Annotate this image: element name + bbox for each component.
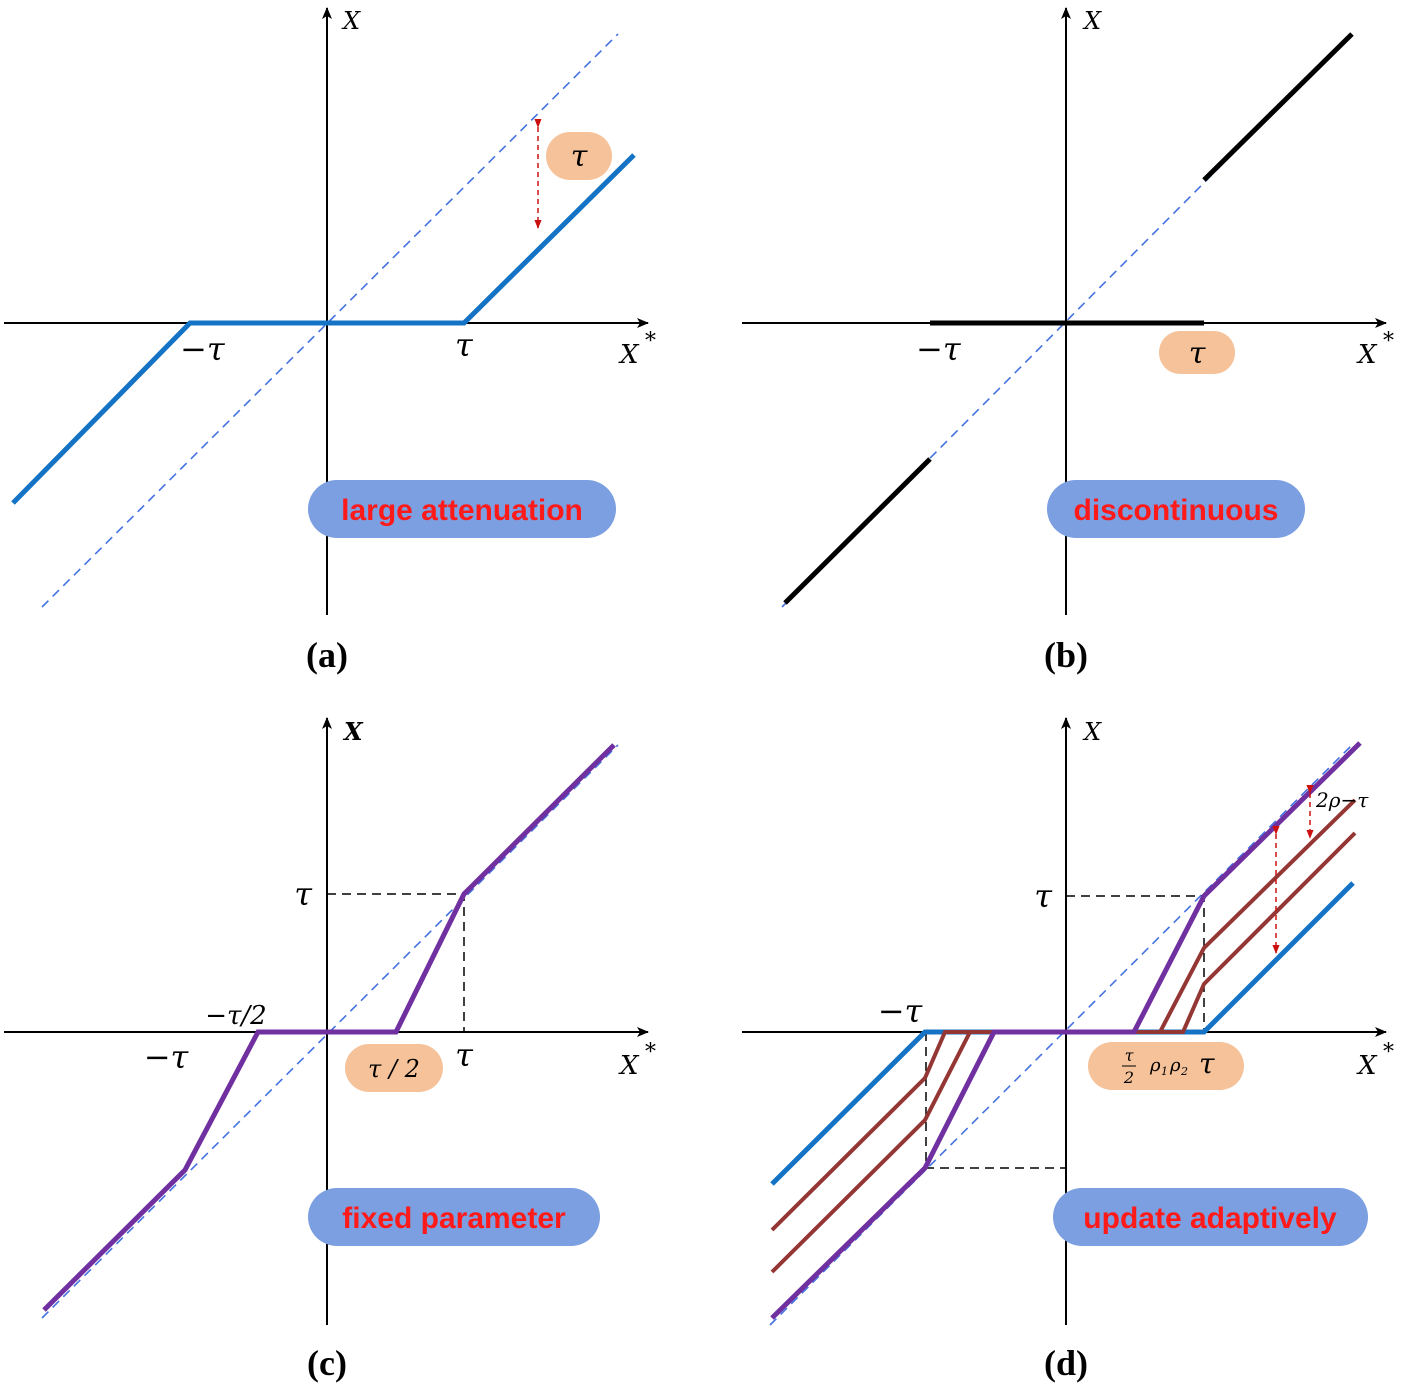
panel-a: τ X X * −τ τ large attenuation (a) xyxy=(4,7,656,675)
x-axis-label-sup: * xyxy=(645,329,656,354)
tick-neg-tau: −τ xyxy=(916,330,962,368)
tau-guide-lines-pos xyxy=(1066,895,1205,1032)
pill-text: large attenuation xyxy=(341,494,583,527)
caption: (a) xyxy=(306,635,348,675)
frac-denominator: 2 xyxy=(1123,1068,1134,1087)
rho2-sub: 2 xyxy=(1180,1065,1188,1078)
tau-pill xyxy=(1159,331,1235,374)
y-axis-label: X xyxy=(1082,718,1102,746)
half-label: τ / 2 xyxy=(368,1055,420,1083)
x-axis-label: X xyxy=(618,340,640,370)
panel-b: X X * −τ τ discontinuous (b) xyxy=(742,7,1394,675)
rho1-label: ρ xyxy=(1149,1055,1161,1076)
x-axis-label: X xyxy=(1356,1051,1378,1081)
gap-pill xyxy=(546,132,612,180)
caption: (b) xyxy=(1044,635,1088,675)
panel-c: X X * τ −τ/2 −τ τ τ / 2 fixed parameter … xyxy=(4,717,656,1383)
tick-neg-tau: −τ xyxy=(878,992,924,1030)
label-pill xyxy=(1053,1188,1368,1246)
soft-threshold-curve xyxy=(11,153,636,505)
x-axis-label-sup: * xyxy=(1383,1040,1394,1065)
tick-pos-tau: τ xyxy=(1189,336,1206,371)
tau-guide-lines xyxy=(327,893,465,1032)
x-axis-label-sup: * xyxy=(645,1040,656,1065)
half-pill xyxy=(345,1044,443,1092)
pill-text: update adaptively xyxy=(1083,1202,1337,1235)
y-axis-label: X xyxy=(342,717,364,746)
y-axis-label: X xyxy=(341,7,361,35)
tick-y-tau: τ xyxy=(1034,877,1053,915)
label-pill xyxy=(308,480,616,538)
tau-end-label: τ xyxy=(1199,1047,1215,1080)
tick-y-tau: τ xyxy=(294,875,313,913)
label-pill xyxy=(1047,480,1305,538)
tick-half-neg: −τ/2 xyxy=(205,1001,266,1031)
tick-neg-tau: −τ xyxy=(180,330,226,368)
rho1-sub: 1 xyxy=(1161,1065,1168,1078)
fixed-parameter-curve xyxy=(42,743,616,1312)
tick-pos-tau: τ xyxy=(455,1036,474,1074)
y-axis-label: X xyxy=(1082,7,1102,35)
gap-label: τ xyxy=(571,139,588,174)
gap-label: 2ρ−τ xyxy=(1315,788,1369,812)
x-axis-label-sup: * xyxy=(1383,329,1394,354)
hard-threshold-lower xyxy=(783,457,932,605)
caption: (c) xyxy=(307,1343,347,1383)
x-axis-label: X xyxy=(1356,340,1378,370)
label-pill xyxy=(308,1188,600,1246)
rho2-label: ρ xyxy=(1169,1055,1181,1076)
hard-threshold-upper xyxy=(1202,32,1354,182)
tick-neg-tau: −τ xyxy=(144,1038,190,1076)
caption: (d) xyxy=(1044,1343,1088,1383)
parameter-pill xyxy=(1088,1042,1244,1090)
panel-d: 2ρ−τ X X * τ −τ τ 2 ρ 1 ρ 2 τ update ada… xyxy=(742,717,1394,1383)
pill-text: discontinuous xyxy=(1074,494,1279,527)
pill-text: fixed parameter xyxy=(342,1202,566,1235)
fixed-parameter-curve xyxy=(770,741,1362,1320)
tick-pos-tau: τ xyxy=(455,326,474,364)
frac-numerator: τ xyxy=(1125,1046,1135,1065)
x-axis-label: X xyxy=(618,1051,640,1081)
